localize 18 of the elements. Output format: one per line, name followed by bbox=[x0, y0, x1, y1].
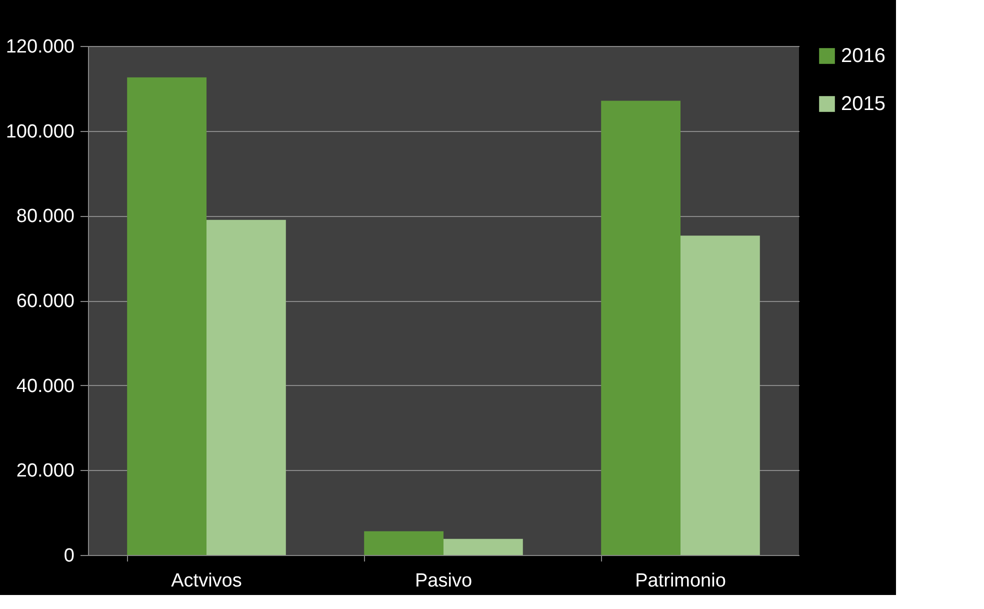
x-tick-label: Actvivos bbox=[171, 570, 242, 592]
y-tick-label: 120.000 bbox=[6, 36, 74, 58]
y-tick-label: 80.000 bbox=[16, 206, 74, 228]
x-tick-label: Patrimonio bbox=[635, 570, 726, 592]
y-tick-label: 0 bbox=[64, 546, 74, 566]
y-tick-label: 40.000 bbox=[16, 376, 74, 397]
bar bbox=[364, 531, 444, 555]
bar bbox=[680, 236, 760, 555]
bar bbox=[444, 538, 523, 555]
y-tick-label: 60.000 bbox=[16, 291, 74, 312]
y-tick-label: 20.000 bbox=[16, 460, 74, 482]
y-tick-label: 100.000 bbox=[6, 121, 74, 142]
bar bbox=[206, 220, 286, 555]
legend-label: 2016 bbox=[841, 45, 886, 67]
bar bbox=[601, 100, 680, 555]
x-tick-label: Pasivo bbox=[414, 570, 472, 592]
bar bbox=[127, 77, 206, 555]
legend-label: 2015 bbox=[841, 93, 886, 115]
